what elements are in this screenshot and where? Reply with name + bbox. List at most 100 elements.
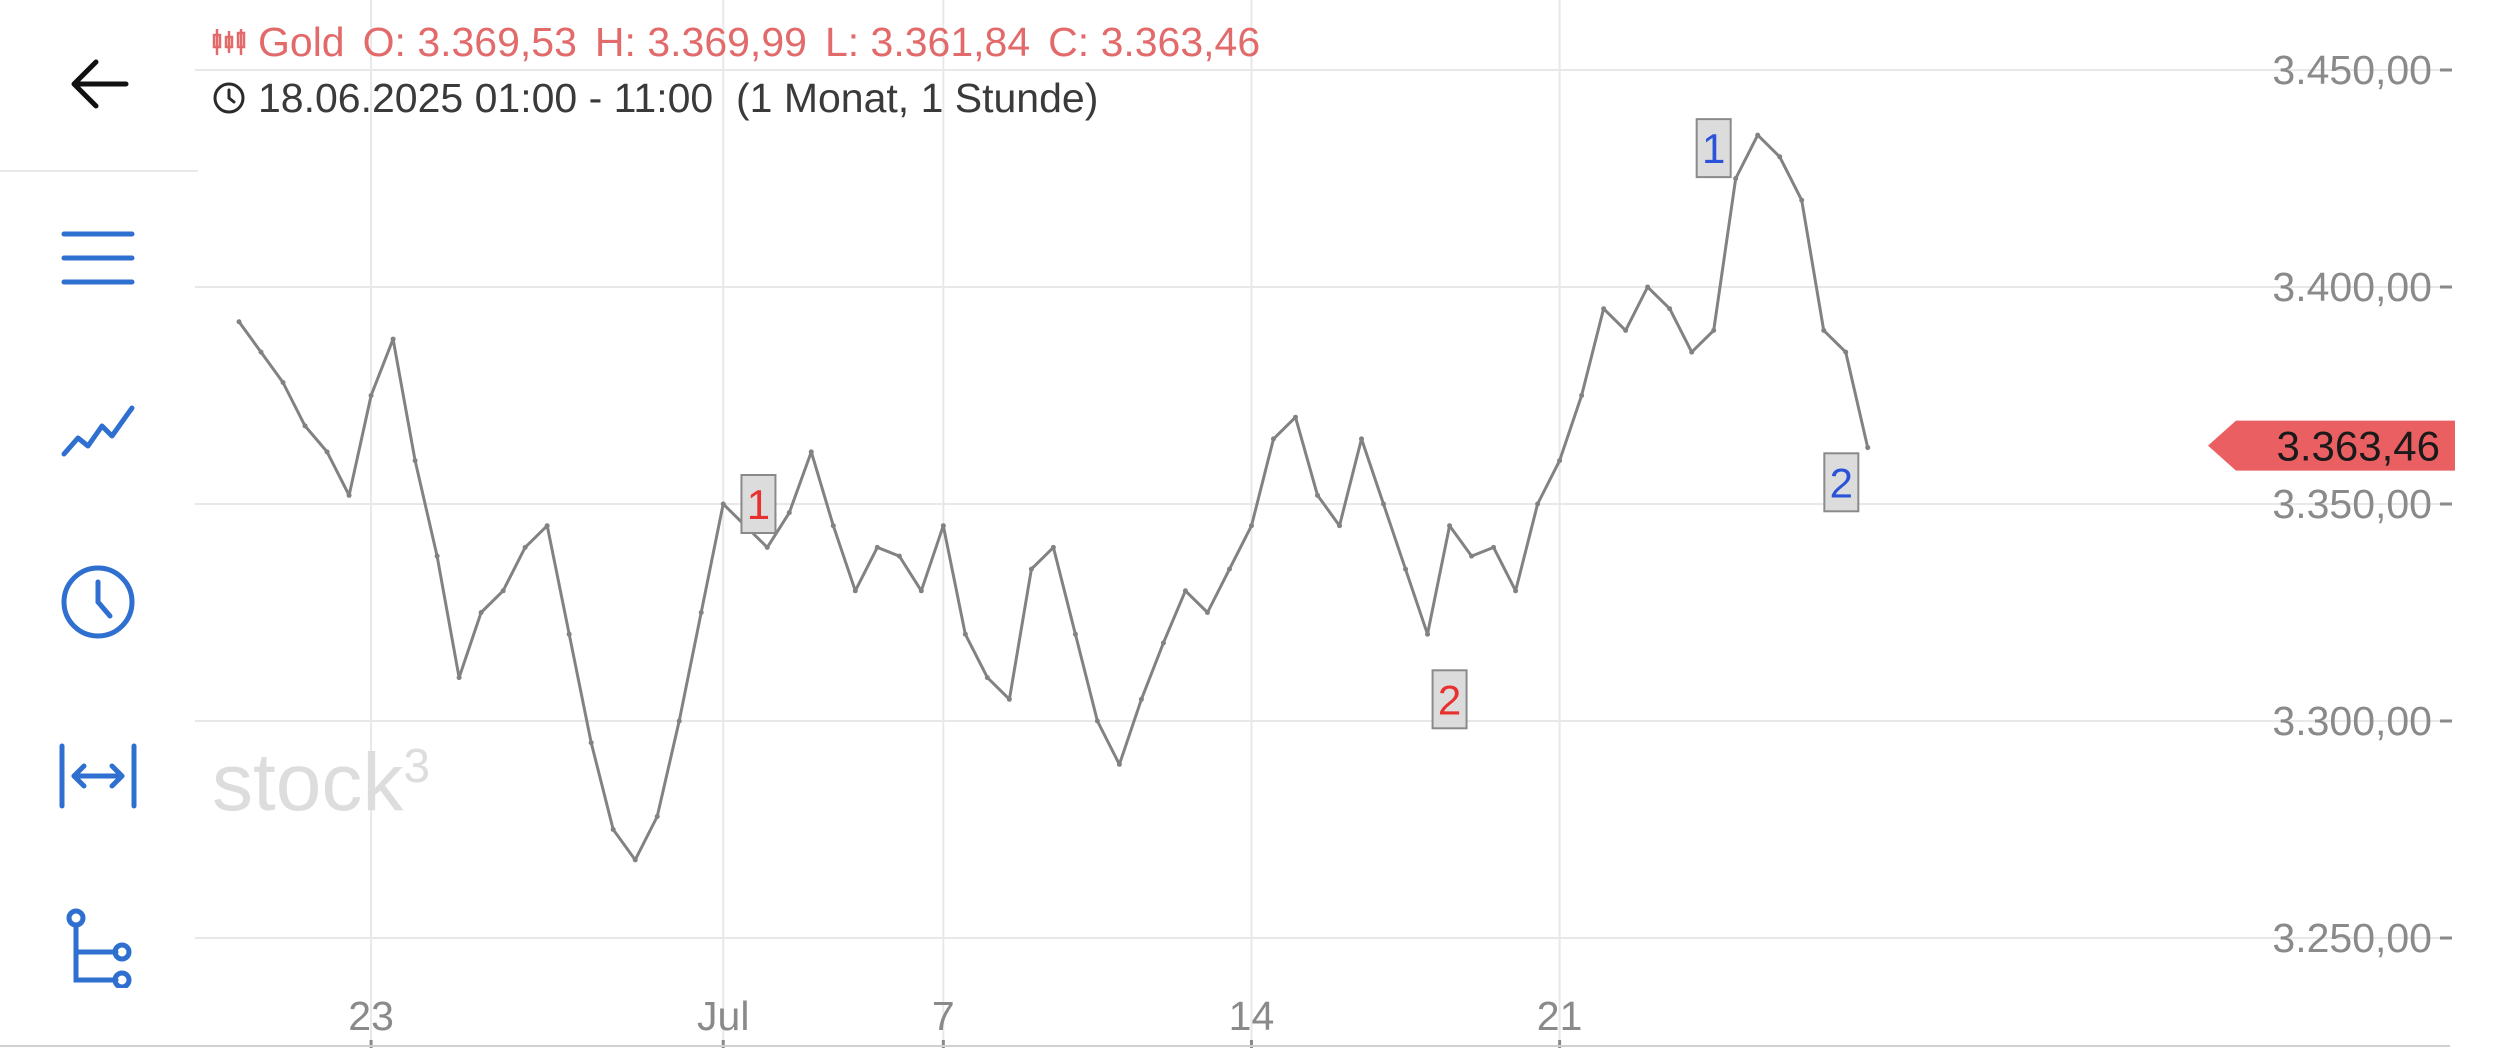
price-point xyxy=(1226,566,1232,572)
y-tick-label: 3.250,00 xyxy=(2272,915,2432,961)
price-point xyxy=(1270,436,1276,442)
menu-button[interactable] xyxy=(50,212,146,308)
price-point xyxy=(1337,523,1343,529)
x-tick-label: 23 xyxy=(348,993,394,1039)
price-point xyxy=(566,631,572,637)
price-point xyxy=(368,393,374,398)
price-point xyxy=(478,610,484,615)
price-series xyxy=(236,132,1871,863)
price-point xyxy=(1359,436,1365,442)
price-line xyxy=(237,133,1870,862)
wave-marker-blue-2: 2 xyxy=(1823,452,1860,513)
chart-type-button[interactable] xyxy=(50,384,146,480)
range-button[interactable] xyxy=(50,730,146,826)
price-point xyxy=(434,553,440,559)
price-point xyxy=(324,449,330,455)
x-tick-label: 7 xyxy=(932,993,955,1039)
sidebar-divider xyxy=(0,170,198,172)
last-price-tag: 3.363,46 xyxy=(2208,420,2455,471)
price-point xyxy=(720,501,726,507)
wave-markers: 1 2 1 2 xyxy=(740,118,1860,730)
x-tick-label: Jul xyxy=(697,993,749,1039)
x-tick-label: 14 xyxy=(1229,993,1275,1039)
price-point xyxy=(1601,306,1607,312)
price-point xyxy=(1028,566,1034,572)
price-point xyxy=(1315,492,1320,498)
price-point xyxy=(1777,154,1783,160)
price-point xyxy=(1116,761,1122,767)
time-range: 18.06.2025 01:00 - 11:00 xyxy=(258,74,714,121)
price-point xyxy=(786,510,792,516)
price-point xyxy=(1006,696,1012,702)
wave-marker-red-2: 2 xyxy=(1431,669,1468,730)
high-value: H: 3.369,99 xyxy=(594,18,807,65)
wave-marker-label: 2 xyxy=(1830,459,1853,506)
wave-marker-box xyxy=(1431,669,1468,730)
price-point xyxy=(1623,327,1629,333)
close-value: C: 3.363,46 xyxy=(1048,18,1261,65)
back-button[interactable] xyxy=(50,38,146,134)
price-point xyxy=(456,675,462,681)
wave-marker-label: 1 xyxy=(1702,125,1725,172)
indicators-button[interactable] xyxy=(50,902,146,998)
price-point xyxy=(1425,631,1431,637)
price-point xyxy=(522,544,528,550)
price-point xyxy=(1865,445,1871,451)
price-point xyxy=(1513,588,1519,594)
x-tick-label: 21 xyxy=(1537,993,1583,1039)
price-point xyxy=(1182,588,1188,594)
y-axis: 3.250,00 3.300,00 3.350,00 3.400,00 3.450,00 xyxy=(2272,47,2452,961)
price-point xyxy=(346,492,352,498)
x-axis: 23 Jul 7 14 21 xyxy=(0,993,2450,1048)
price-point xyxy=(1667,306,1673,312)
small-clock-icon xyxy=(212,81,258,115)
price-point xyxy=(1403,566,1409,572)
price-point xyxy=(830,523,836,529)
price-point xyxy=(390,336,396,342)
price-point xyxy=(1821,327,1827,333)
sidebar xyxy=(0,0,198,1048)
menu-icon xyxy=(60,226,136,295)
price-point xyxy=(698,610,704,615)
price-point xyxy=(1469,553,1475,559)
wave-marker-blue-1: 1 xyxy=(1695,118,1732,179)
price-point xyxy=(1535,501,1541,507)
grid xyxy=(195,0,2450,1040)
price-point xyxy=(280,379,286,385)
candlestick-icon xyxy=(212,27,258,57)
price-point xyxy=(896,553,902,559)
price-point xyxy=(676,718,682,724)
wave-marker-box xyxy=(1823,452,1860,513)
price-point xyxy=(654,813,660,819)
price-point xyxy=(1557,458,1563,464)
time-period-button[interactable] xyxy=(50,556,146,652)
open-value: O: 3.369,53 xyxy=(362,18,577,65)
price-point xyxy=(1050,544,1056,550)
price-point xyxy=(962,631,968,637)
range-icon xyxy=(58,742,138,815)
ohlc-line: Gold O: 3.369,53 H: 3.369,99 L: 3.361,84… xyxy=(212,14,1278,70)
y-tick-label: 3.400,00 xyxy=(2272,264,2432,310)
instrument-name: Gold xyxy=(258,18,345,65)
back-arrow-icon xyxy=(66,56,130,117)
price-point xyxy=(1447,523,1453,529)
price-point xyxy=(1799,197,1805,203)
wave-marker-label: 1 xyxy=(747,481,770,528)
price-point xyxy=(1381,501,1387,507)
price-point xyxy=(632,857,638,863)
price-point xyxy=(1755,132,1761,138)
price-tag-label: 3.363,46 xyxy=(2277,423,2441,470)
price-point xyxy=(412,458,418,464)
price-point xyxy=(1248,523,1254,529)
price-point xyxy=(1645,284,1651,290)
time-range-line: 18.06.2025 01:00 - 11:00 (1 Monat, 1 Stu… xyxy=(212,70,1278,126)
price-point xyxy=(874,544,880,550)
price-point xyxy=(1733,176,1739,181)
price-point xyxy=(852,588,858,594)
watermark-logo: stock3 xyxy=(212,737,430,828)
chart-header: Gold O: 3.369,53 H: 3.369,99 L: 3.361,84… xyxy=(212,14,1278,126)
price-point xyxy=(764,544,770,550)
price-point xyxy=(1292,414,1298,420)
